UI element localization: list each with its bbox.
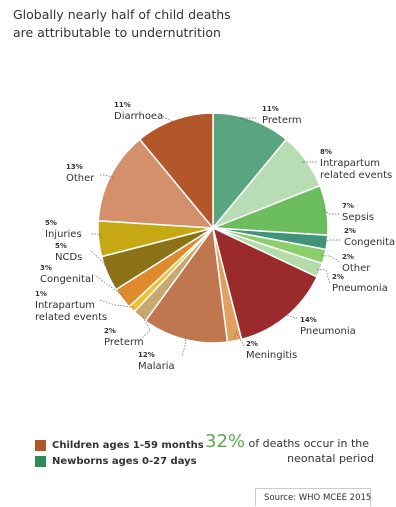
leader-line-9	[139, 314, 151, 341]
pie-slice-child-malaria	[144, 226, 229, 344]
source-note: Source: WHO MCEE 2015	[255, 488, 371, 506]
slice-name-label: Pneumonia	[300, 326, 356, 337]
leader-line-6	[284, 313, 298, 319]
chart-title: Globally nearly half of child deaths are…	[13, 6, 313, 42]
slice-name-label: Sepsis	[342, 212, 374, 223]
slice-name-label: Meningitis	[246, 350, 297, 361]
slice-name-label: related events	[320, 170, 392, 181]
pie-slices	[97, 112, 329, 344]
slice-name-label: Congenital	[344, 237, 396, 248]
legend-label-children: Children ages 1-59 months	[52, 439, 204, 451]
slice-pct-label: 2%	[104, 327, 116, 335]
slice-pct-label: 1%	[35, 290, 47, 298]
slice-name-label: Intrapartum	[35, 300, 95, 311]
leader-line-15	[159, 113, 176, 123]
slice-name-label: Injuries	[45, 229, 82, 240]
legend-swatch-children	[35, 439, 46, 451]
slice-pct-label: 5%	[45, 219, 57, 227]
pie-slice-newborn-preterm	[212, 112, 288, 231]
slice-pct-label: 5%	[55, 242, 67, 250]
pie-slice-child-diarrhoea	[138, 112, 214, 231]
leader-line-3	[324, 239, 342, 243]
slice-pct-label: 13%	[66, 163, 83, 171]
slice-pct-label: 11%	[262, 105, 279, 113]
legend-item-children: Children ages 1-59 months	[35, 437, 204, 453]
slice-pct-label: 3%	[40, 264, 52, 272]
leader-line-0	[239, 117, 256, 123]
callout-text-2: neonatal period	[287, 452, 374, 465]
slice-name-label: Other	[342, 263, 371, 274]
leader-line-4	[321, 255, 341, 263]
slice-name-label: Preterm	[104, 337, 144, 348]
legend-swatch-newborns	[35, 455, 46, 467]
slice-name-label: Malaria	[138, 361, 175, 372]
slice-pct-label: 2%	[246, 340, 258, 348]
slice-pct-label: 14%	[300, 316, 317, 324]
slice-name-label: related events	[35, 312, 107, 323]
slice-pct-label: 2%	[344, 227, 356, 235]
callout-percentage: 32%	[205, 431, 246, 452]
leader-line-10	[99, 299, 134, 308]
slice-name-label: Other	[66, 173, 95, 184]
slice-pct-label: 12%	[138, 351, 155, 359]
slice-name-label: Pneumonia	[332, 283, 388, 294]
slice-name-label: Preterm	[262, 115, 302, 126]
slice-name-label: Intrapartum	[320, 158, 380, 169]
slice-name-label: NCDs	[55, 252, 82, 263]
title-line-2: are attributable to undernutrition	[13, 25, 221, 40]
leader-line-2	[323, 210, 340, 215]
title-line-1: Globally nearly half of child deaths	[13, 7, 231, 22]
slice-pct-label: 11%	[114, 101, 131, 109]
pie-slice-child-pneumonia	[211, 226, 319, 341]
leader-line-7	[233, 331, 245, 347]
legend-label-newborns: Newborns ages 0-27 days	[52, 455, 197, 467]
legend-item-newborns: Newborns ages 0-27 days	[35, 453, 204, 469]
leader-line-12	[89, 249, 111, 273]
leader-line-11	[94, 274, 125, 297]
neonatal-callout: 32% of deaths occur in the neonatal peri…	[205, 431, 390, 466]
leader-line-5	[317, 268, 331, 285]
slice-name-label: Congenital	[40, 274, 94, 285]
slice-pct-label: 7%	[342, 202, 354, 210]
legend: Children ages 1-59 months Newborns ages …	[35, 437, 204, 469]
pie-slice-child-other	[97, 138, 215, 229]
leader-lines	[89, 113, 342, 357]
slice-pct-label: 2%	[342, 253, 354, 261]
slice-pct-label: 2%	[332, 273, 344, 281]
slice-name-label: Diarrhoea	[114, 111, 163, 122]
callout-text-1: of deaths occur in the	[248, 437, 370, 450]
slice-pct-label: 8%	[320, 148, 332, 156]
leader-line-8	[181, 336, 187, 357]
